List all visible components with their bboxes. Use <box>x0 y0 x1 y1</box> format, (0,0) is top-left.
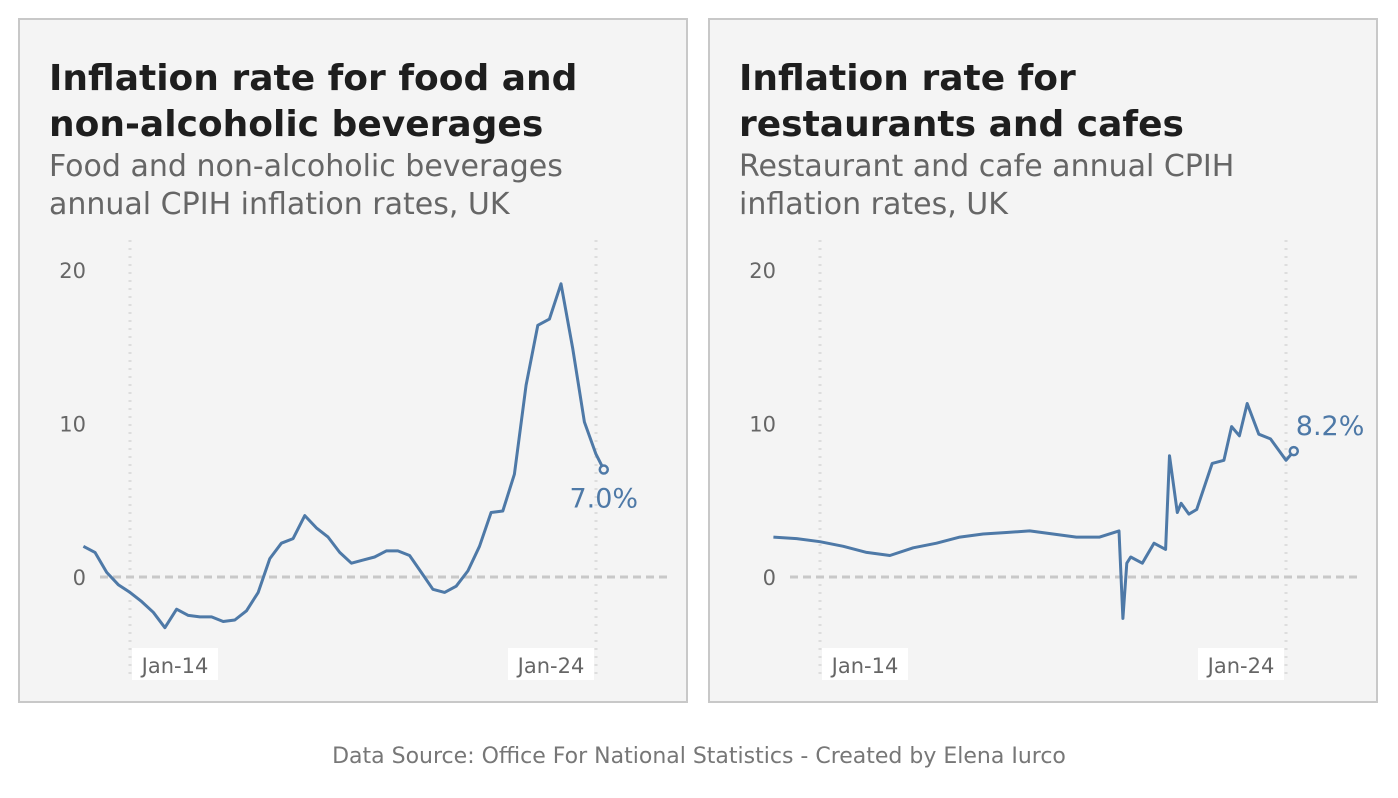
x-tick-label: Jan-14 <box>140 654 209 678</box>
food-chart-panel: Inflation rate for food and non-alcoholi… <box>18 18 688 703</box>
restaurant-chart-title: Inflation rate for restaurants and cafes <box>739 58 1184 145</box>
x-tick-label-bg <box>1198 648 1284 680</box>
food-chart-title: Inflation rate for food and non-alcoholi… <box>49 58 578 145</box>
x-tick-label-bg <box>508 648 594 680</box>
y-tick-label: 10 <box>59 413 86 437</box>
end-point-marker <box>1288 445 1300 457</box>
x-tick-label-bg <box>132 648 218 680</box>
restaurant-chart-plot: 0 10 20 Jan-14 Jan-24 8.2% <box>749 240 1365 680</box>
x-tick-label-bg <box>822 648 908 680</box>
y-tick-label: 0 <box>73 566 86 590</box>
data-source-footer: Data Source: Office For National Statist… <box>332 744 1066 769</box>
y-tick-label: 10 <box>749 413 776 437</box>
y-tick-label: 20 <box>59 259 86 283</box>
x-tick-label: Jan-14 <box>830 654 899 678</box>
x-tick-label: Jan-24 <box>1206 654 1275 678</box>
food-chart-subtitle: Food and non-alcoholic beverages annual … <box>49 149 563 222</box>
restaurant-chart-panel: Inflation rate for restaurants and cafes… <box>708 18 1378 703</box>
y-tick-label: 0 <box>763 566 776 590</box>
series-line <box>773 402 1295 620</box>
x-tick-label: Jan-24 <box>516 654 585 678</box>
y-tick-label: 20 <box>749 259 776 283</box>
series-line <box>82 282 606 630</box>
end-value-label: 8.2% <box>1296 411 1365 442</box>
end-value-label: 7.0% <box>569 484 638 515</box>
end-point-marker <box>598 464 610 475</box>
restaurant-chart-subtitle: Restaurant and cafe annual CPIH inflatio… <box>739 149 1235 222</box>
food-chart-plot: 0 10 20 Jan-14 Jan-24 7.0% <box>59 240 670 680</box>
